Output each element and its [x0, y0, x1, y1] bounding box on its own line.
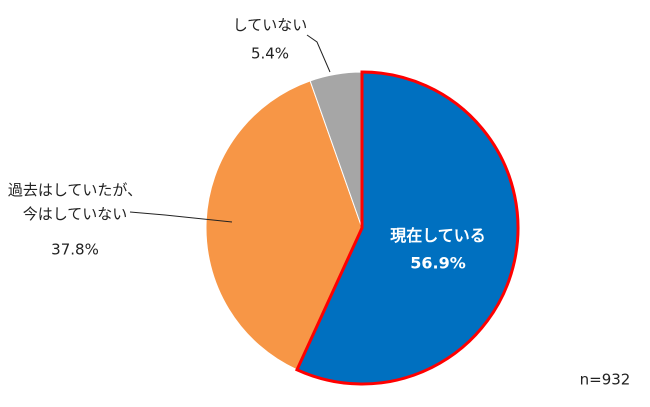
- category-label-line: 過去はしていたが、: [8, 181, 142, 199]
- value-label: 5.4%: [251, 45, 289, 63]
- category-label: 過去はしていたが、今はしていない: [8, 181, 142, 223]
- category-label-line: 今はしていない: [23, 205, 128, 223]
- leader-line: [129, 211, 233, 223]
- pie-slice: [205, 80, 363, 371]
- category-label: 現在している: [390, 226, 486, 245]
- leader-line: [306, 34, 331, 73]
- category-label-line: 現在している: [390, 226, 486, 245]
- category-label: していない: [233, 16, 308, 34]
- value-label: 37.8%: [51, 241, 99, 259]
- sample-size: n=932: [580, 371, 631, 389]
- category-label-line: していない: [233, 16, 308, 34]
- value-label: 56.9%: [410, 254, 466, 273]
- slice-highlight: [294, 70, 520, 386]
